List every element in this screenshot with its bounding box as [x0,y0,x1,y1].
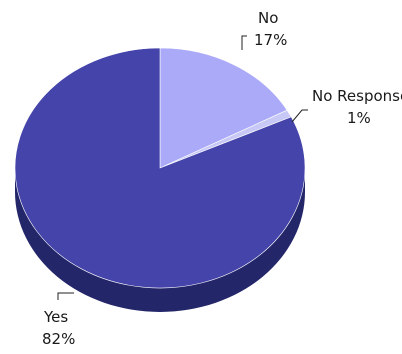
leader-line-no [241,35,247,50]
pie-slice-no [159,47,288,169]
slice-value-no: 17% [254,31,287,49]
slice-labels: No 17% No Response 1% Yes 82% [42,9,402,348]
pie-slices [14,47,306,289]
slice-label-no: No [258,9,278,27]
slice-value-no-response: 1% [347,109,371,127]
leader-lines [57,35,308,300]
slice-label-no-response: No Response [312,87,402,105]
slice-value-yes: 82% [42,330,75,348]
slice-label-yes: Yes [43,308,68,326]
leader-line-yes [57,292,74,300]
pie-sides [15,168,305,312]
leader-line-no-response [291,109,308,123]
pie-slice-yes [14,47,306,289]
pie-side-yes [15,168,305,312]
